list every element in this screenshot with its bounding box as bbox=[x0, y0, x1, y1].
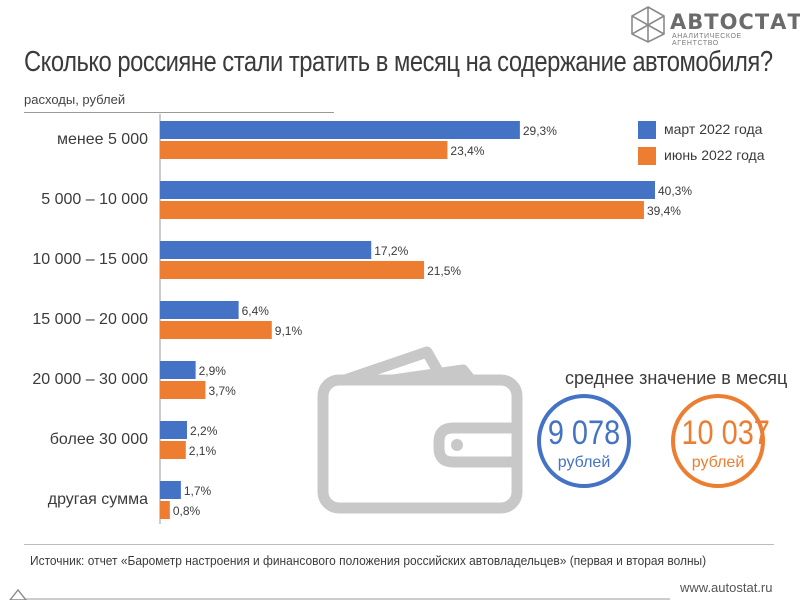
chart-title: Сколько россияне стали тратить в месяц н… bbox=[24, 46, 773, 78]
average-march-unit: рублей bbox=[557, 454, 611, 471]
data-label: 3,7% bbox=[208, 384, 236, 398]
bar-chart: менее 5 000 29,3% 23,4% 5 000 – 10 000 40,3%… bbox=[32, 114, 692, 524]
data-label: 2,9% bbox=[199, 364, 227, 378]
legend-label-march: март 2022 года bbox=[664, 121, 763, 137]
data-label: 2,2% bbox=[190, 424, 218, 438]
data-label: 1,7% bbox=[184, 484, 212, 498]
category-label: менее 5 000 bbox=[57, 131, 148, 148]
data-label: 21,5% bbox=[427, 264, 461, 278]
bar-march bbox=[160, 241, 372, 259]
average-june-unit: рублей bbox=[691, 454, 745, 471]
data-label: 17,2% bbox=[374, 244, 408, 258]
site-url: www.autostat.ru bbox=[680, 580, 773, 595]
data-label: 39,4% bbox=[647, 204, 681, 218]
category-label: 5 000 – 10 000 bbox=[41, 191, 148, 208]
data-label: 23,4% bbox=[450, 144, 484, 158]
autostat-logo-icon bbox=[631, 6, 665, 43]
autostat-logo: АВТОСТАТ АНАЛИТИЧЕСКОЕ АГЕНТСТВО bbox=[628, 4, 800, 47]
bar-june bbox=[160, 501, 170, 519]
data-label: 40,3% bbox=[658, 184, 692, 198]
bar-june bbox=[160, 441, 186, 459]
category-label: 15 000 – 20 000 bbox=[32, 311, 148, 328]
average-march-value: 9 078 bbox=[547, 414, 621, 452]
source-note: Источник: отчет «Барометр настроения и ф… bbox=[30, 553, 707, 568]
bar-march bbox=[160, 481, 181, 499]
data-label: 29,3% bbox=[523, 124, 557, 138]
legend-label-june: июнь 2022 года bbox=[664, 147, 765, 163]
source-divider bbox=[24, 544, 774, 545]
bar-march bbox=[160, 421, 188, 439]
wallet-icon bbox=[317, 346, 523, 514]
bar-june bbox=[160, 141, 448, 159]
legend-swatch-march bbox=[638, 121, 656, 139]
average-march-circle: 9 078 рублей bbox=[537, 394, 631, 488]
bar-june bbox=[160, 261, 425, 279]
category-label: более 30 000 bbox=[50, 431, 148, 448]
bar-june bbox=[160, 321, 272, 339]
footer-line bbox=[9, 588, 670, 600]
average-june-circle: 10 037 рублей bbox=[671, 394, 770, 488]
bar-june bbox=[160, 381, 206, 399]
average-june-value: 10 037 bbox=[681, 414, 770, 452]
legend-swatch-june bbox=[638, 147, 656, 165]
bar-march bbox=[160, 121, 520, 139]
category-label: 20 000 – 30 000 bbox=[32, 371, 148, 388]
bar-june bbox=[160, 201, 644, 219]
axis-unit-label: расходы, рублей bbox=[24, 92, 126, 107]
unit-underline bbox=[24, 112, 334, 113]
logo-name: АВТОСТАТ bbox=[670, 10, 800, 34]
category-label: другая сумма bbox=[48, 491, 148, 508]
category-label: 10 000 – 15 000 bbox=[32, 251, 148, 268]
bar-march bbox=[160, 301, 239, 319]
data-label: 6,4% bbox=[242, 304, 270, 318]
average-title: среднее значение в месяц bbox=[565, 368, 788, 388]
logo-subtitle: АНАЛИТИЧЕСКОЕ АГЕНТСТВО bbox=[672, 33, 742, 47]
bar-march bbox=[160, 361, 196, 379]
data-label: 0,8% bbox=[173, 504, 201, 518]
data-label: 2,1% bbox=[189, 444, 217, 458]
bar-march bbox=[160, 181, 655, 199]
data-label: 9,1% bbox=[275, 324, 303, 338]
